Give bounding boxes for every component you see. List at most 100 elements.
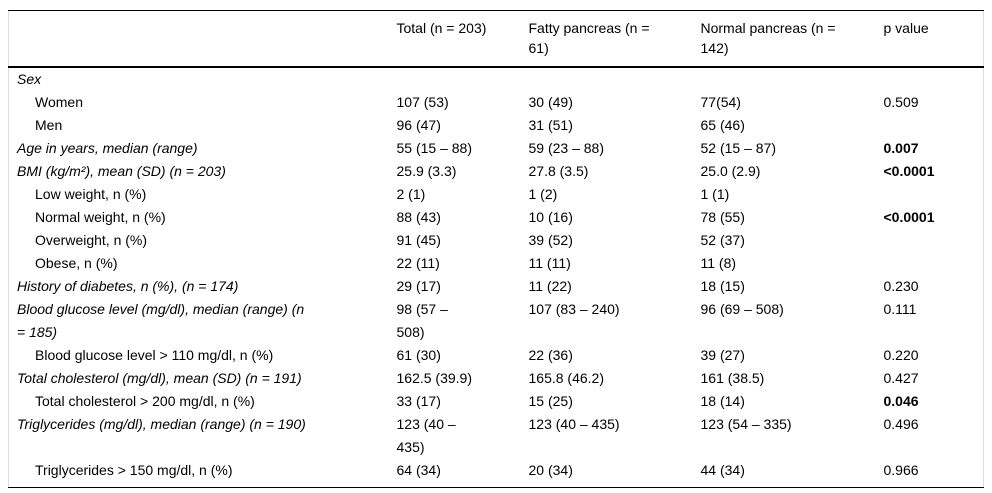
- normal-pancreas-value-cell: 65 (46): [700, 117, 745, 133]
- total-value-cell: 96 (47): [396, 117, 441, 133]
- table-row: Overweight, n (%) 91 (45) 39 (52) 52 (37…: [9, 229, 984, 252]
- p-value-cell: 0.509: [883, 94, 919, 110]
- row-label-cell: Men: [35, 117, 63, 133]
- p-value-cell: [876, 229, 984, 252]
- normal-pancreas-value-cell: 39 (27): [700, 347, 745, 363]
- table-row: Men 96 (47) 31 (51) 65 (46): [9, 114, 984, 137]
- row-label-cell: Blood glucose level > 110 mg/dl, n (%): [35, 347, 274, 363]
- p-value-cell: 0.966: [875, 459, 984, 488]
- row-label-cell: Triglycerides (mg/dl), median (range) (n…: [17, 416, 306, 432]
- row-label-cell: Triglycerides > 150 mg/dl, n (%): [8, 459, 389, 488]
- total-value-cell: 2 (1): [396, 186, 426, 202]
- total-value-cell: 64 (34): [388, 459, 521, 488]
- normal-pancreas-value-cell: 25.0 (2.9): [700, 163, 761, 179]
- p-value-cell: 0.496: [883, 416, 919, 432]
- table-body: Sex Women 107 (53) 30 (49) 77(54) 0.509 …: [8, 67, 984, 488]
- header-cell-fatty-pancreas: Fatty pancreas (n = 61): [520, 10, 693, 68]
- p-value-cell: 0.046: [883, 393, 919, 409]
- table-row: Low weight, n (%) 2 (1) 1 (2) 1 (1): [9, 183, 984, 206]
- normal-pancreas-value-cell: 1 (1): [700, 186, 730, 202]
- normal-pancreas-value-cell: 161 (38.5): [700, 370, 765, 386]
- total-value-cell: 55 (15 – 88): [396, 140, 473, 156]
- normal-pancreas-value-cell: 78 (55): [700, 209, 745, 225]
- row-label-cell: History of diabetes, n (%), (n = 174): [17, 278, 239, 294]
- total-value-cell: 61 (30): [396, 347, 441, 363]
- row-label-cell: Women: [35, 94, 83, 110]
- fatty-pancreas-value-cell: 59 (23 – 88): [528, 140, 605, 156]
- header-cell-total: Total (n = 203): [388, 10, 521, 68]
- row-label-cell: Low weight, n (%): [35, 186, 147, 202]
- header-cell-p-value: p value: [875, 10, 984, 68]
- total-value-cell: 98 (57 – 508): [396, 301, 448, 340]
- fatty-pancreas-value-cell: 20 (34): [520, 459, 693, 488]
- fatty-pancreas-value-cell: 11 (11): [528, 255, 571, 271]
- p-value-cell: [876, 252, 984, 275]
- fatty-pancreas-value-cell: 1 (2): [528, 186, 558, 202]
- row-label-cell: Sex: [17, 71, 42, 87]
- normal-pancreas-value-cell: [693, 67, 876, 91]
- table-row: Blood glucose level > 110 mg/dl, n (%) 6…: [9, 344, 984, 367]
- header-cell-normal-pancreas: Normal pancreas (n = 142): [692, 10, 876, 68]
- normal-pancreas-value-cell: 18 (14): [700, 393, 745, 409]
- stats-table: Total (n = 203) Fatty pancreas (n = 61) …: [8, 10, 984, 488]
- normal-pancreas-value-cell: 123 (54 – 335): [700, 416, 792, 432]
- table-row: Triglycerides > 150 mg/dl, n (%) 64 (34)…: [8, 459, 984, 488]
- p-value-cell: <0.0001: [883, 209, 935, 225]
- p-value-cell: 0.230: [883, 278, 919, 294]
- p-value-cell: [876, 67, 984, 91]
- normal-pancreas-value-cell: 44 (34): [692, 459, 876, 488]
- p-value-cell: 0.220: [883, 347, 919, 363]
- p-value-cell: 0.427: [883, 370, 919, 386]
- normal-pancreas-value-cell: 18 (15): [700, 278, 745, 294]
- fatty-pancreas-value-cell: 31 (51): [528, 117, 573, 133]
- fatty-pancreas-value-cell: 11 (22): [528, 278, 572, 294]
- table-row: Obese, n (%) 22 (11) 11 (11) 11 (8): [9, 252, 984, 275]
- table-row: Blood glucose level (mg/dl), median (ran…: [9, 298, 984, 344]
- table-row: Total cholesterol (mg/dl), mean (SD) (n …: [9, 367, 984, 390]
- normal-pancreas-value-cell: 52 (37): [700, 232, 745, 248]
- total-value-cell: [389, 67, 521, 91]
- total-value-cell: 29 (17): [396, 278, 441, 294]
- fatty-pancreas-value-cell: 107 (83 – 240): [528, 301, 620, 317]
- normal-pancreas-value-cell: 77(54): [700, 94, 741, 110]
- row-label-cell: BMI (kg/m²), mean (SD) (n = 203): [17, 163, 226, 179]
- table-row: Age in years, median (range) 55 (15 – 88…: [9, 137, 984, 160]
- table-header: Total (n = 203) Fatty pancreas (n = 61) …: [8, 10, 984, 68]
- table-row: History of diabetes, n (%), (n = 174) 29…: [9, 275, 984, 298]
- header-cell-label: [8, 10, 389, 68]
- row-label-cell: Normal weight, n (%): [35, 209, 166, 225]
- row-label-cell: Total cholesterol (mg/dl), mean (SD) (n …: [17, 370, 302, 386]
- fatty-pancreas-value-cell: [521, 67, 693, 91]
- fatty-pancreas-value-cell: 165.8 (46.2): [528, 370, 605, 386]
- fatty-pancreas-value-cell: 10 (16): [528, 209, 573, 225]
- fatty-pancreas-value-cell: 30 (49): [528, 94, 573, 110]
- table-row: BMI (kg/m²), mean (SD) (n = 203) 25.9 (3…: [9, 160, 984, 183]
- total-value-cell: 162.5 (39.9): [396, 370, 473, 386]
- total-value-cell: 25.9 (3.3): [396, 163, 457, 179]
- p-value-cell: 0.007: [883, 140, 919, 156]
- p-value-cell: [876, 183, 984, 206]
- fatty-pancreas-value-cell: 39 (52): [528, 232, 573, 248]
- row-label-cell: Overweight, n (%): [35, 232, 148, 248]
- fatty-pancreas-value-cell: 15 (25): [528, 393, 573, 409]
- table-row: Normal weight, n (%) 88 (43) 10 (16) 78 …: [9, 206, 984, 229]
- p-value-cell: <0.0001: [883, 163, 935, 179]
- fatty-pancreas-value-cell: 22 (36): [528, 347, 573, 363]
- table-row: Sex: [9, 67, 984, 91]
- total-value-cell: 91 (45): [396, 232, 441, 248]
- fatty-pancreas-value-cell: 27.8 (3.5): [528, 163, 589, 179]
- total-value-cell: 107 (53): [396, 94, 449, 110]
- total-value-cell: 22 (11): [396, 255, 440, 271]
- normal-pancreas-value-cell: 52 (15 – 87): [700, 140, 777, 156]
- row-label-cell: Blood glucose level (mg/dl), median (ran…: [17, 301, 305, 340]
- table-row: Women 107 (53) 30 (49) 77(54) 0.509: [9, 91, 984, 114]
- p-value-cell: 0.111: [883, 301, 917, 317]
- header-row: Total (n = 203) Fatty pancreas (n = 61) …: [8, 10, 984, 68]
- p-value-cell: [876, 114, 984, 137]
- row-label-cell: Age in years, median (range): [17, 140, 198, 156]
- total-value-cell: 123 (40 – 435): [396, 416, 456, 455]
- normal-pancreas-value-cell: 11 (8): [700, 255, 737, 271]
- row-label-cell: Total cholesterol > 200 mg/dl, n (%): [35, 393, 255, 409]
- fatty-pancreas-value-cell: 123 (40 – 435): [528, 416, 620, 432]
